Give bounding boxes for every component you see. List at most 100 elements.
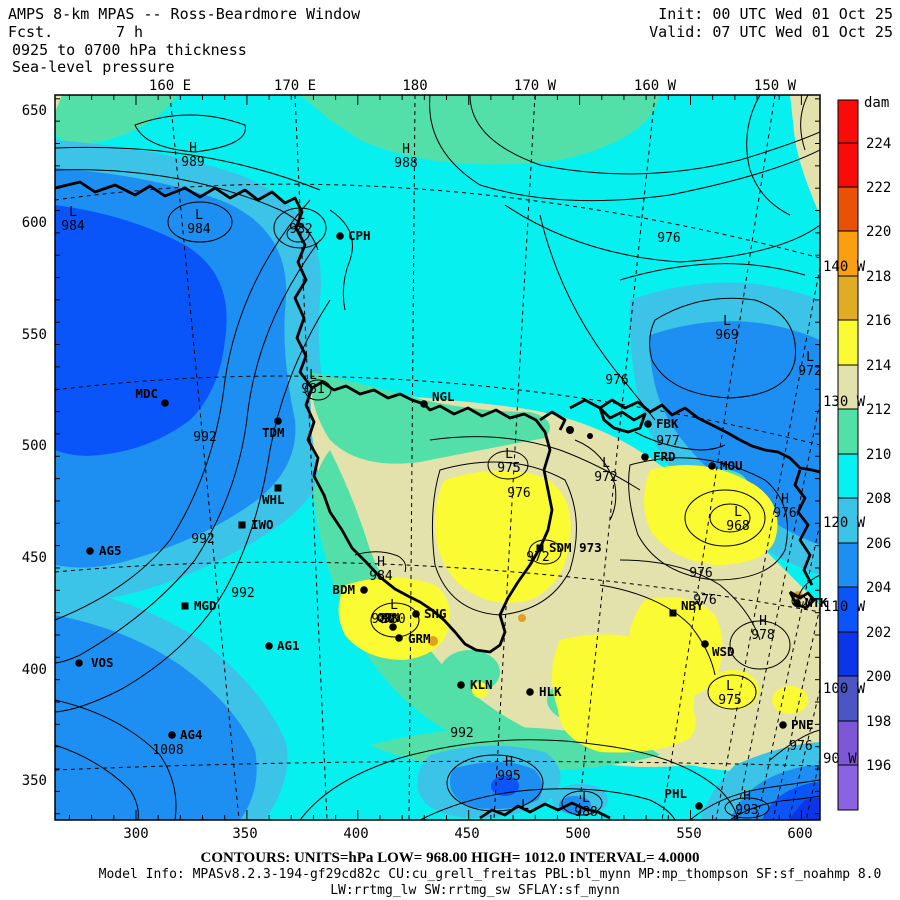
path-shape [800, 95, 809, 151]
path-shape [569, 398, 820, 474]
station-marker [360, 586, 368, 594]
path-shape [55, 146, 321, 191]
path-shape [790, 95, 820, 215]
pressure-center-letter: H [743, 789, 751, 804]
contour-label: 976 [507, 486, 530, 501]
path-shape [735, 401, 820, 820]
path-shape [55, 183, 820, 259]
right-lon-label: 140 W [823, 259, 866, 275]
pressure-center-letter: L [309, 368, 317, 383]
pressure-center-value: 988 [574, 805, 597, 820]
map-content [55, 95, 820, 820]
contour-label: 976 [657, 231, 680, 246]
path-shape [539, 214, 656, 421]
path-shape [649, 321, 820, 545]
left-y-label: 450 [22, 550, 47, 566]
path-shape [435, 470, 571, 603]
colorbar-tick-label: 214 [866, 358, 891, 374]
pressure-center-value: 978 [751, 628, 774, 643]
circle-shape [566, 426, 574, 434]
station-marker [793, 599, 801, 607]
station-label: MTK [805, 595, 828, 610]
contour-label: 992 [193, 430, 216, 445]
model-info-line2: LW:rrtmg_lw SW:rrtmg_sw SFLAY:sf_mynn [330, 883, 620, 898]
colorbar-tick-label: 216 [866, 313, 891, 329]
path-shape [299, 739, 739, 820]
right-lon-label: 110 W [823, 599, 866, 615]
pressure-center-value: 969 [715, 328, 738, 343]
station-label: VOS [91, 655, 114, 670]
station-marker [265, 642, 273, 650]
colorbar-tick-label: 204 [866, 580, 891, 596]
rect-shape [54, 94, 821, 821]
fcst-value: 7 h [116, 23, 143, 41]
station-label: QRN [377, 610, 400, 625]
colorbar-tick-label: 198 [866, 714, 891, 730]
contour-label: 992 [231, 586, 254, 601]
station-marker [181, 602, 189, 610]
pressure-center-value: 975 [718, 693, 741, 708]
contour-label: 972 [526, 550, 549, 565]
path-shape [329, 209, 353, 311]
coastline [55, 180, 820, 820]
station-label: BDM [332, 582, 355, 597]
path-shape [649, 297, 796, 399]
path-shape [689, 779, 820, 820]
colorbar-cell [837, 186, 859, 232]
path-shape [493, 95, 536, 820]
path-shape [55, 699, 177, 820]
colorbar-tick-label: 220 [866, 224, 891, 240]
pressure-center-letter: L [806, 350, 814, 365]
colorbar-unit: dam [864, 95, 889, 111]
pressure-center-letter: L [602, 456, 610, 471]
path-shape [429, 95, 820, 202]
station-marker [238, 521, 246, 529]
pressure-center-letter: L [726, 679, 734, 694]
pressure-center-letter: H [377, 555, 385, 570]
colorbar-cell [837, 542, 859, 588]
station-marker [457, 681, 465, 689]
pressure-center-letter: H [505, 755, 513, 770]
pressure-center-value: 984 [61, 219, 85, 234]
thickness-line: 0925 to 0700 hPa thickness [12, 41, 247, 59]
station-marker [708, 462, 716, 470]
station-label: IWO [251, 517, 274, 532]
header: AMPS 8-km MPAS -- Ross-Beardmore Window … [8, 5, 893, 76]
station-marker [86, 547, 94, 555]
station-label: HLK [539, 684, 562, 699]
path-shape [661, 95, 776, 820]
circle-shape [472, 682, 488, 698]
station-marker [420, 400, 428, 408]
station-marker [336, 232, 344, 240]
pressure-center-letter: H [759, 614, 767, 629]
station-label: WHL [262, 492, 285, 507]
bottom-x-label: 400 [343, 826, 368, 842]
circle-shape [518, 614, 526, 622]
top-lon-label: 160 W [634, 78, 677, 94]
path-shape [408, 95, 416, 820]
latlon-grid [55, 95, 820, 820]
pressure-center-value: 988 [394, 156, 417, 171]
axis-labels: 160 E 170 E 180 170 W 160 W 150 W 650 600 550 500… [22, 78, 813, 842]
station-label: PNE [791, 717, 814, 732]
colorbar-cell [837, 631, 859, 677]
path-shape [55, 760, 820, 771]
station-label: FRD [653, 449, 676, 464]
station-marker [701, 640, 709, 648]
path-shape [429, 436, 641, 491]
station-marker [395, 634, 403, 642]
bottom-x-label: 450 [454, 826, 479, 842]
footer: CONTOURS: UNITS=hPa LOW= 968.00 HIGH= 10… [99, 850, 882, 898]
station-marker [536, 544, 544, 552]
path-shape [286, 225, 310, 243]
pressure-center-value: 984 [187, 222, 211, 237]
path-shape [788, 797, 820, 820]
path-shape [729, 795, 820, 820]
path-shape [55, 561, 820, 613]
pressure-center-letter: L [390, 598, 398, 613]
path-shape [55, 239, 321, 664]
pressure-center-letter: L [195, 208, 203, 223]
axis-ticks [55, 95, 820, 820]
station-marker [695, 802, 703, 810]
